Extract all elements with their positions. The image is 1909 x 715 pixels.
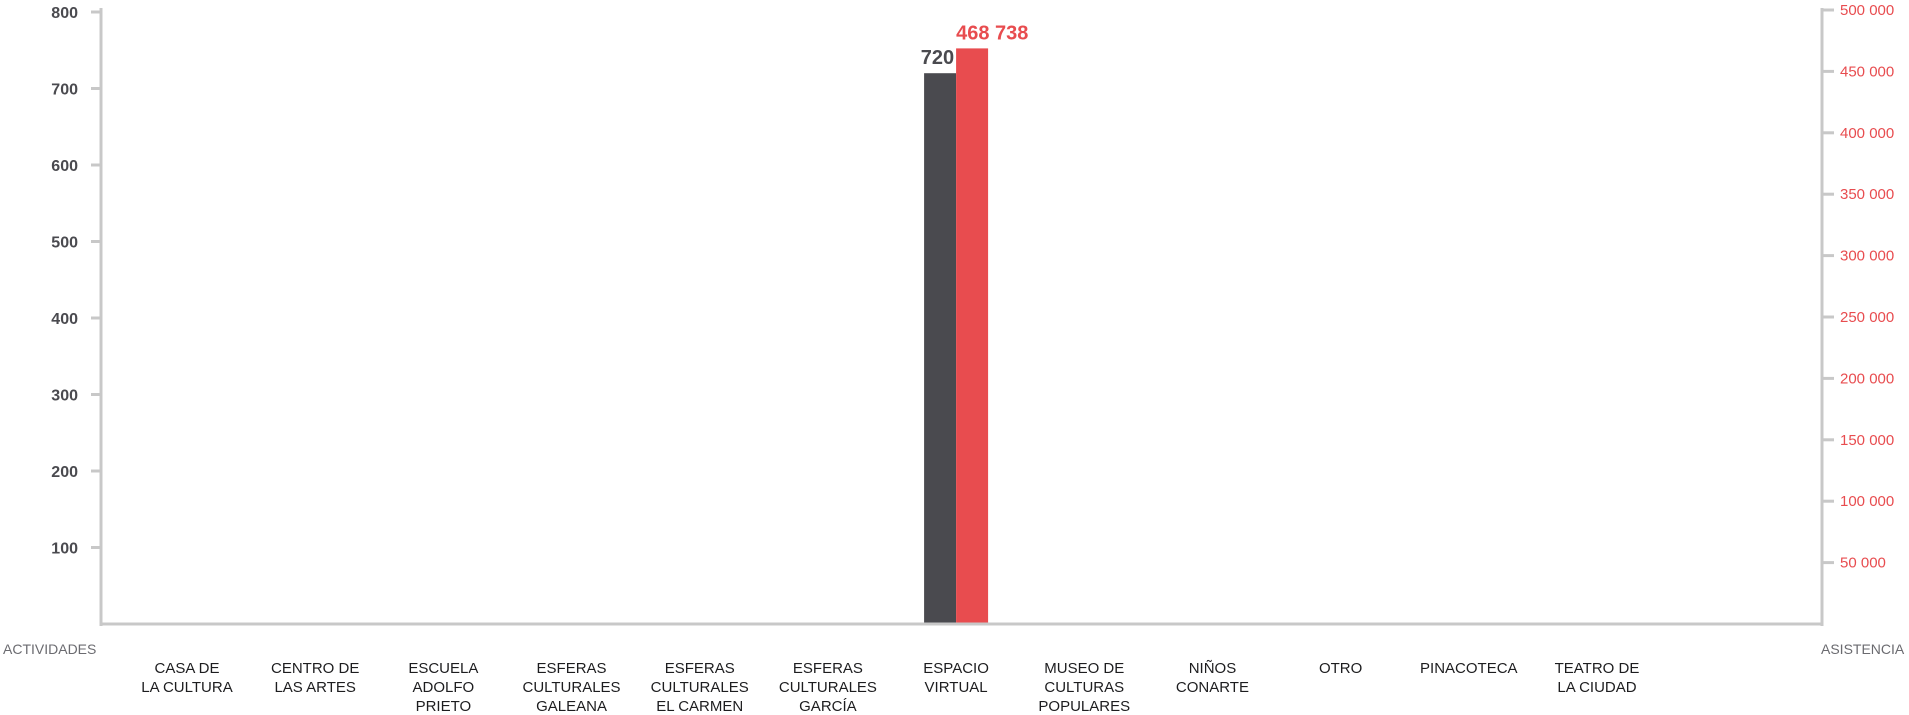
left-tick-label: 400: [51, 311, 78, 328]
category-label: ESFERAS CULTURALES EL CARMEN: [651, 660, 749, 715]
category-label: ESFERAS CULTURALES GARCÍA: [779, 660, 877, 715]
right-tick-label: 200 000: [1840, 370, 1894, 387]
category-label: PINACOTECA: [1420, 660, 1518, 677]
right-tick-label: 150 000: [1840, 432, 1894, 449]
right-tick-label: 450 000: [1840, 63, 1894, 80]
left-tick-label: 100: [51, 541, 78, 558]
x-axis: CASA DE LA CULTURA CENTRO DE LAS ARTES ESCUE…: [101, 622, 1822, 715]
category-label: CASA DE LA CULTURA: [141, 660, 232, 696]
left-axis: 100 200 300 400 500 600 700 800: [51, 5, 103, 626]
right-tick-label: 50 000: [1840, 555, 1886, 572]
category-label: ESFERAS CULTURALES GALEANA: [522, 660, 620, 715]
right-tick-label: 250 000: [1840, 309, 1894, 326]
right-tick-label: 100 000: [1840, 493, 1894, 510]
category-label: NIÑOS CONARTE: [1176, 660, 1249, 696]
right-tick-label: 400 000: [1840, 125, 1894, 142]
right-tick-label: 500 000: [1840, 2, 1894, 19]
left-axis-caption: ACTIVIDADES: [3, 641, 96, 657]
category-label: MUSEO DE CULTURAS POPULARES: [1038, 660, 1130, 715]
left-tick-label: 500: [51, 235, 78, 252]
data-label-asistencia: 468 738: [956, 22, 1028, 44]
left-tick-label: 600: [51, 158, 78, 175]
data-label-actividades: 720: [921, 47, 954, 69]
right-axis: 50 000 100 000 150 000 200 000 250 000 300 00…: [1820, 2, 1894, 626]
bar-actividades: [924, 73, 957, 623]
left-tick-label: 200: [51, 464, 78, 481]
right-tick-label: 300 000: [1840, 248, 1894, 265]
right-axis-caption: ASISTENCIA: [1821, 641, 1905, 657]
right-tick-label: 350 000: [1840, 186, 1894, 203]
category-label: CENTRO DE LAS ARTES: [271, 660, 359, 696]
category-label: ESCUELA ADOLFO PRIETO: [408, 660, 478, 715]
left-tick-label: 800: [51, 5, 78, 22]
left-tick-label: 300: [51, 388, 78, 405]
category-label: OTRO: [1319, 660, 1362, 677]
category-label: TEATRO DE LA CIUDAD: [1555, 660, 1640, 696]
category-label: ESPACIO VIRTUAL: [923, 660, 989, 696]
left-tick-label: 700: [51, 82, 78, 99]
bar-asistencia: [956, 48, 989, 623]
